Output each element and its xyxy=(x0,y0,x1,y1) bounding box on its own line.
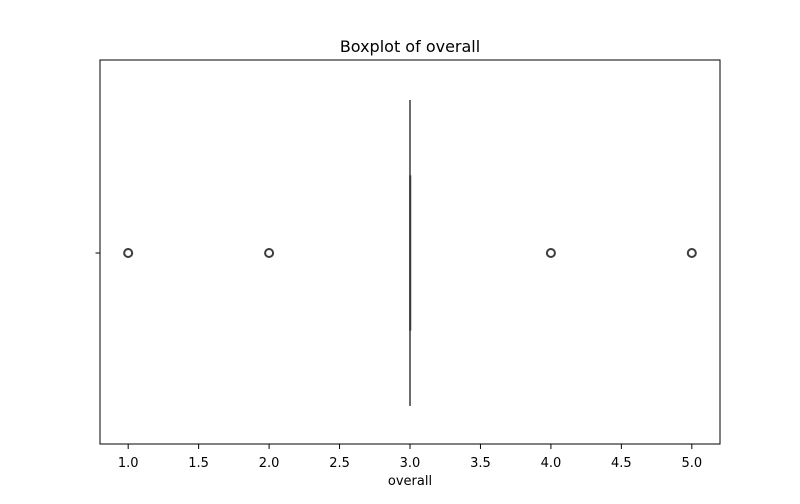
x-tick-label: 1.5 xyxy=(188,456,209,471)
outlier-point xyxy=(123,248,134,258)
x-tick-label: 3.0 xyxy=(400,456,421,471)
outlier-point xyxy=(686,248,697,258)
x-tick-label: 5.0 xyxy=(681,456,702,471)
chart-title: Boxplot of overall xyxy=(340,37,480,56)
outlier-point xyxy=(264,248,275,258)
x-tick-label: 4.5 xyxy=(611,456,632,471)
x-axis-label: overall xyxy=(388,474,432,489)
x-tick-label: 1.0 xyxy=(118,456,139,471)
x-axis-ticks: 1.0 1.5 2.0 2.5 3.0 3.5 4.0 4.5 5.0 xyxy=(118,444,702,471)
x-tick-label: 4.0 xyxy=(541,456,562,471)
x-tick-label: 2.0 xyxy=(259,456,280,471)
x-tick-label: 2.5 xyxy=(329,456,350,471)
x-tick-label: 3.5 xyxy=(470,456,491,471)
boxplot-elements xyxy=(123,100,697,406)
outlier-point xyxy=(545,248,556,258)
